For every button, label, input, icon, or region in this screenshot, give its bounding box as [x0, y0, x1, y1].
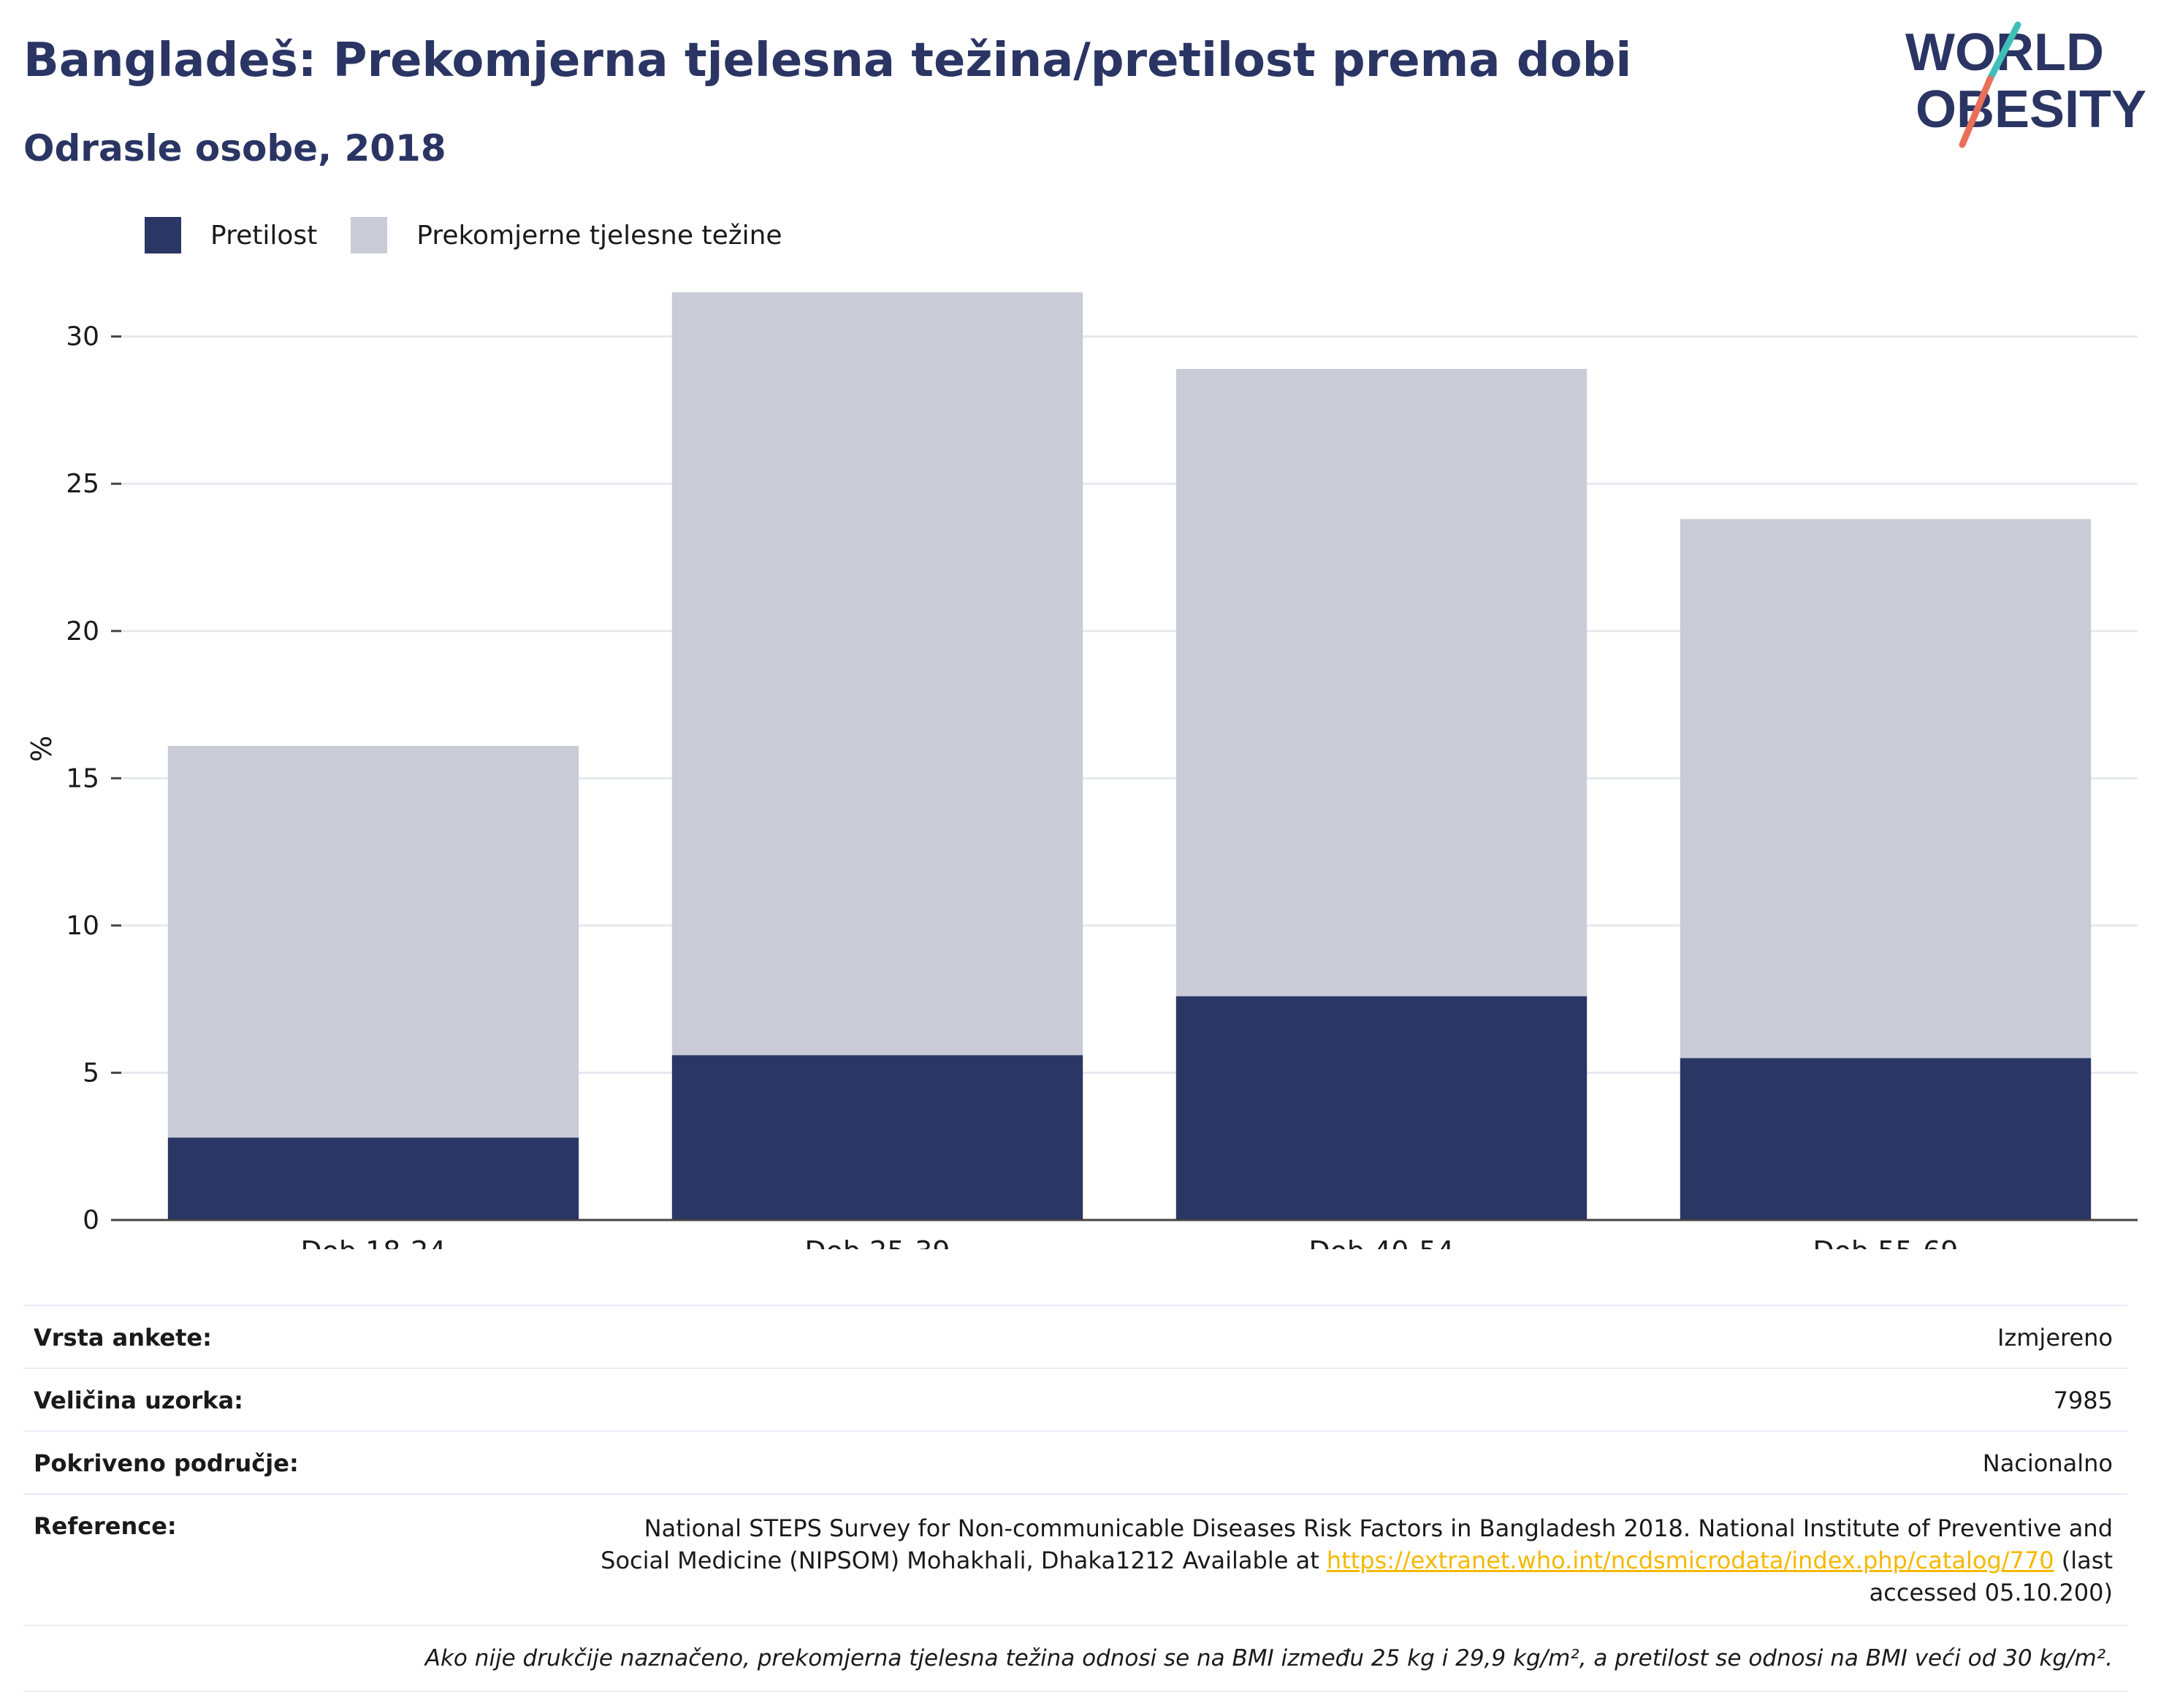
- x-tick-label: Dob 55-69: [1813, 1235, 1958, 1249]
- bar-obesity[interactable]: [167, 1137, 579, 1220]
- y-tick-label: 0: [83, 1205, 99, 1235]
- logo-slash-coral: [1959, 75, 1994, 148]
- sample-size-label: Veličina uzorka:: [34, 1387, 243, 1414]
- coverage-label: Pokriveno područje:: [34, 1449, 299, 1477]
- chart-title: Bangladeš: Prekomjerna tjelesna težina/p…: [23, 34, 1632, 88]
- survey-type-label: Vrsta ankete:: [34, 1324, 212, 1351]
- bar-overweight[interactable]: [1680, 519, 2092, 1059]
- y-axis-label: %: [26, 736, 58, 762]
- x-tick-label: Dob 25-39: [804, 1235, 950, 1249]
- logo-word-obesity: OBESITY: [1916, 80, 2146, 139]
- coverage-row: Pokriveno područje: Nacionalno: [23, 1430, 2127, 1493]
- coverage-value: Nacionalno: [1982, 1449, 2113, 1477]
- legend-swatch-overweight: [351, 217, 388, 253]
- logo-slash-teal: [1986, 21, 2021, 83]
- bar-overweight[interactable]: [1175, 368, 1588, 996]
- reference-label: Reference:: [34, 1512, 177, 1540]
- legend-item-overweight[interactable]: Prekomjerne tjelesne težine: [351, 217, 782, 253]
- world-obesity-logo: WORLD OBESITY: [1905, 21, 2146, 148]
- sample-size-value: 7985: [2053, 1387, 2113, 1414]
- legend-label-obesity: Pretilost: [210, 220, 318, 251]
- bar-overweight[interactable]: [167, 745, 579, 1138]
- y-tick-label: 5: [83, 1058, 99, 1088]
- y-tick-label: 10: [66, 911, 99, 941]
- survey-info-table: Vrsta ankete: Izmjereno Veličina uzorka:…: [23, 1305, 2127, 1692]
- legend-item-obesity[interactable]: Pretilost: [145, 217, 317, 253]
- bar-obesity[interactable]: [671, 1055, 1083, 1220]
- legend-label-overweight: Prekomjerne tjelesne težine: [416, 220, 782, 251]
- y-tick-label: 25: [66, 469, 99, 499]
- reference-accessed: (last accessed 05.10.200): [1869, 1547, 2113, 1606]
- reference-link[interactable]: https://extranet.who.int/ncdsmicrodata/i…: [1326, 1547, 2054, 1574]
- footnote: Ako nije drukčije naznačeno, prekomjerna…: [23, 1625, 2127, 1692]
- legend-swatch-obesity: [145, 217, 181, 253]
- reference-row: Reference: National STEPS Survey for Non…: [23, 1493, 2127, 1625]
- sample-size-row: Veličina uzorka: 7985: [23, 1368, 2127, 1430]
- bar-chart: 0 5 10 15 20 25 30% Dob 18-24 Dob 25-39 Dob 40-54…: [26, 292, 2138, 1249]
- bar-obesity[interactable]: [1680, 1058, 2092, 1220]
- y-tick-label: 20: [66, 617, 99, 647]
- bar-overweight[interactable]: [671, 292, 1083, 1056]
- reference-value: National STEPS Survey for Non-communicab…: [579, 1512, 2113, 1609]
- x-tick-label: Dob 40-54: [1308, 1235, 1454, 1249]
- chart-legend: Pretilost Prekomjerne tjelesne težine: [145, 215, 816, 256]
- chart-subtitle: Odrasle osobe, 2018: [23, 127, 446, 169]
- survey-type-value: Izmjereno: [1997, 1324, 2113, 1351]
- bar-obesity[interactable]: [1175, 996, 1588, 1220]
- x-tick-label: Dob 18-24: [300, 1235, 446, 1249]
- y-tick-label: 30: [66, 322, 99, 352]
- y-tick-label: 15: [66, 763, 99, 793]
- survey-type-row: Vrsta ankete: Izmjereno: [23, 1305, 2127, 1368]
- reference-text: National STEPS Survey for Non-communicab…: [601, 1514, 2113, 1574]
